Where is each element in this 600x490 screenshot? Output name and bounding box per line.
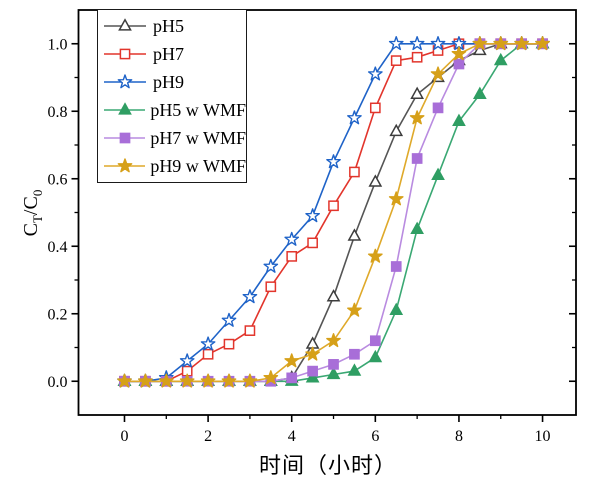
x-tick-label-10: 10 xyxy=(535,428,551,445)
star-marker-icon xyxy=(104,158,146,173)
legend-item-ph9: pH9 xyxy=(102,69,246,95)
legend-label: pH9 w WMF xyxy=(150,155,246,176)
series-ph9-w-wmf xyxy=(117,36,550,388)
ylabel-slash: / xyxy=(20,209,42,216)
x-axis: 0 2 4 6 8 10 xyxy=(120,415,551,445)
legend-item-ph9-w-wmf: pH9 w WMF xyxy=(102,153,246,179)
ylabel-c1: C xyxy=(20,223,42,237)
legend-label: pH9 xyxy=(153,71,184,92)
y-axis: 0.0 0.2 0.4 0.6 0.8 1.0 xyxy=(48,36,576,391)
legend-label: pH7 w WMF xyxy=(150,127,246,148)
y-axis-label: CT/C0 xyxy=(20,158,46,268)
x-tick-label-4: 4 xyxy=(288,428,296,445)
legend: pH5 pH7 pH9 pH5 w WMF pH7 w WMF pH9 w WMF xyxy=(97,9,247,183)
x-tick-label-0: 0 xyxy=(120,428,128,445)
legend-item-ph7: pH7 xyxy=(102,41,246,67)
triangle-marker-icon xyxy=(104,102,146,115)
legend-label: pH5 w WMF xyxy=(150,99,246,120)
x-axis-label: 时间（小时） xyxy=(258,454,397,479)
legend-label: pH7 xyxy=(153,43,184,64)
y-tick-label-0.2: 0.2 xyxy=(48,306,68,323)
legend-item-ph5-w-wmf: pH5 w WMF xyxy=(102,97,246,123)
legend-label: pH5 xyxy=(153,15,184,36)
y-tick-label-0.4: 0.4 xyxy=(48,239,68,256)
x-tick-label-8: 8 xyxy=(455,428,463,445)
ylabel-c2: C xyxy=(20,196,42,210)
y-tick-label-0.0: 0.0 xyxy=(48,374,68,391)
square-marker-icon xyxy=(104,48,146,60)
ylabel-sub-0: 0 xyxy=(30,189,45,197)
x-tick-label-2: 2 xyxy=(204,428,212,445)
triangle-marker-icon xyxy=(104,18,146,31)
legend-item-ph7-w-wmf: pH7 w WMF xyxy=(102,125,246,151)
star-marker-icon xyxy=(104,74,146,89)
legend-item-ph5: pH5 xyxy=(102,13,246,39)
y-tick-label-1.0: 1.0 xyxy=(48,36,68,53)
square-marker-icon xyxy=(104,132,146,144)
y-tick-label-0.8: 0.8 xyxy=(48,104,68,121)
x-tick-label-6: 6 xyxy=(371,428,379,445)
y-tick-label-0.6: 0.6 xyxy=(48,171,68,188)
ylabel-sub-t: T xyxy=(30,215,45,224)
